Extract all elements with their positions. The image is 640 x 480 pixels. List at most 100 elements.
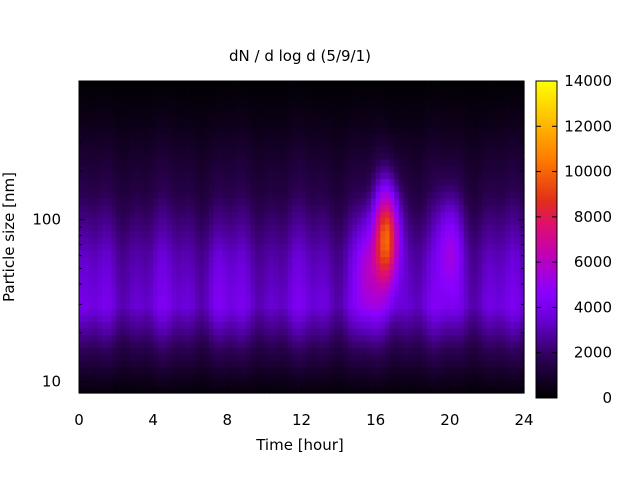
heatmap-cell	[171, 204, 177, 212]
heatmap-cell	[116, 256, 122, 264]
heatmap-cell	[491, 204, 497, 212]
heatmap-cell	[505, 211, 511, 219]
heatmap-cell	[449, 133, 456, 141]
heatmap-cell	[320, 289, 326, 297]
heatmap-cell	[338, 185, 344, 193]
heatmap-cell	[301, 178, 307, 186]
heatmap-cell	[315, 152, 321, 160]
heatmap-cell	[306, 354, 312, 362]
heatmap-cell	[264, 94, 270, 102]
heatmap-cell	[185, 386, 191, 394]
heatmap-cell	[116, 165, 122, 173]
heatmap-cell	[92, 113, 99, 121]
heatmap-cell	[310, 139, 317, 147]
heatmap-cell	[431, 321, 437, 329]
heatmap-cell	[371, 360, 377, 368]
heatmap-cell	[148, 178, 154, 186]
heatmap-cell	[241, 289, 247, 297]
heatmap-cell	[454, 126, 460, 134]
heatmap-cell	[199, 250, 205, 258]
heatmap-cell	[477, 224, 483, 232]
heatmap-cell	[153, 386, 159, 394]
heatmap-cell	[269, 308, 275, 316]
heatmap-cell	[278, 360, 284, 368]
heatmap-cell	[231, 386, 238, 394]
heatmap-cell	[185, 165, 191, 173]
heatmap-cell	[250, 172, 256, 180]
heatmap-cell	[352, 191, 358, 199]
heatmap-cell	[231, 367, 238, 375]
heatmap-cell	[143, 269, 150, 277]
heatmap-cell	[273, 100, 279, 108]
heatmap-cell	[306, 367, 312, 375]
heatmap-cell	[426, 269, 432, 277]
heatmap-cell	[153, 87, 159, 95]
heatmap-cell	[445, 230, 451, 238]
heatmap-cell	[347, 386, 354, 394]
heatmap-cell	[227, 386, 233, 394]
heatmap-cell	[500, 354, 507, 362]
heatmap-cell	[102, 81, 108, 89]
heatmap-cell	[306, 211, 312, 219]
heatmap-cell	[496, 295, 502, 303]
heatmap-cell	[129, 380, 136, 388]
heatmap-cell	[398, 321, 405, 329]
heatmap-cell	[301, 139, 307, 147]
heatmap-cell	[301, 120, 307, 128]
heatmap-cell	[380, 263, 386, 271]
heatmap-cell	[320, 113, 326, 121]
heatmap-cell	[218, 380, 224, 388]
heatmap-cell	[412, 224, 418, 232]
heatmap-cell	[213, 146, 219, 154]
heatmap-cell	[273, 354, 279, 362]
heatmap-cell	[231, 211, 238, 219]
heatmap-cell	[199, 282, 205, 290]
heatmap-cell	[116, 211, 122, 219]
heatmap-cell	[510, 230, 516, 238]
heatmap-cell	[236, 289, 242, 297]
heatmap-cell	[468, 380, 474, 388]
heatmap-cell	[361, 159, 367, 167]
heatmap-cell	[116, 113, 122, 121]
heatmap-cell	[125, 224, 131, 232]
heatmap-cell	[371, 334, 377, 342]
heatmap-cell	[519, 360, 525, 368]
heatmap-cell	[426, 341, 432, 349]
heatmap-cell	[324, 165, 330, 173]
heatmap-cell	[343, 269, 349, 277]
heatmap-cell	[477, 302, 483, 310]
heatmap-cell	[482, 302, 488, 310]
heatmap-cell	[134, 347, 140, 355]
heatmap-cell	[97, 230, 103, 238]
heatmap-cell	[468, 185, 474, 193]
heatmap-cell	[352, 120, 358, 128]
heatmap-cell	[477, 230, 483, 238]
heatmap-cell	[167, 217, 173, 225]
heatmap-cell	[454, 87, 460, 95]
heatmap-cell	[255, 367, 261, 375]
heatmap-cell	[417, 367, 423, 375]
heatmap-cell	[102, 380, 108, 388]
heatmap-cell	[384, 276, 391, 284]
heatmap-cell	[88, 315, 94, 323]
heatmap-cell	[384, 94, 391, 102]
heatmap-cell	[282, 87, 289, 95]
heatmap-cell	[449, 113, 456, 121]
heatmap-cell	[120, 367, 126, 375]
heatmap-cell	[417, 237, 423, 245]
heatmap-cell	[310, 328, 317, 336]
heatmap-cell	[194, 139, 201, 147]
heatmap-cell	[227, 159, 233, 167]
heatmap-cell	[264, 100, 270, 108]
heatmap-cell	[343, 243, 349, 251]
heatmap-cell	[143, 139, 150, 147]
heatmap-cell	[106, 334, 113, 342]
heatmap-cell	[468, 321, 474, 329]
heatmap-cell	[79, 81, 85, 89]
heatmap-cell	[269, 237, 275, 245]
heatmap-cell	[320, 308, 326, 316]
heatmap-cell	[245, 302, 252, 310]
heatmap-cell	[134, 250, 140, 258]
heatmap-cell	[431, 198, 437, 206]
heatmap-cell	[208, 243, 215, 251]
